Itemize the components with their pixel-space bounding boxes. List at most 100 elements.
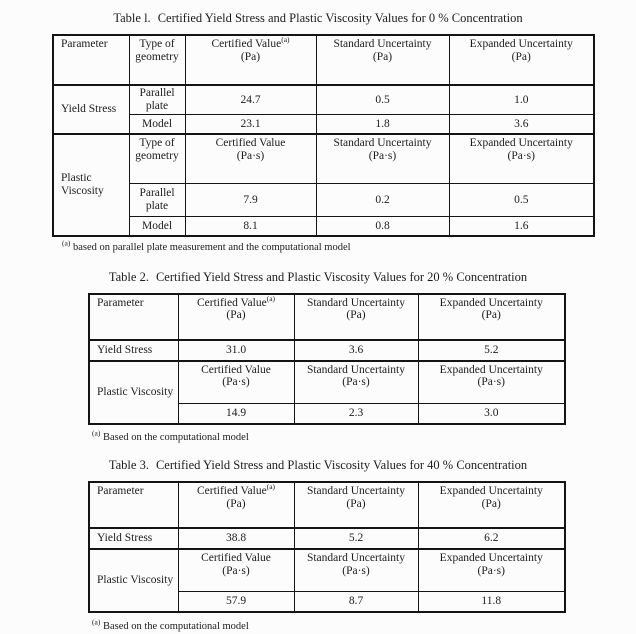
table1-pv-model-geometry: Model xyxy=(128,216,186,237)
table1-pv-header-expanded: Expanded Uncertainty (Pa·s) xyxy=(448,133,595,184)
table1-header-parameter: Parameter xyxy=(52,34,130,86)
table2-yield-standard: 3.6 xyxy=(293,339,419,362)
table2-pv-label: Plastic Viscosity xyxy=(88,359,179,425)
table1-header-certified: Certified Value(a) (Pa) xyxy=(184,34,317,86)
table1-pv-header-standard-unit: (Pa·s) xyxy=(368,149,397,162)
table3-pv-expanded: 11.8 xyxy=(417,591,566,613)
table3-header-certified-sup: (a) xyxy=(266,482,276,492)
table3-header-expanded-label: Expanded Uncertainty xyxy=(439,485,543,498)
table1-pv-header-expanded-unit: (Pa·s) xyxy=(507,149,535,162)
table3-pv-label: Plastic Viscosity xyxy=(88,548,179,613)
table3-title-text: Certified Yield Stress and Plastic Visco… xyxy=(155,458,528,473)
table1-header-expanded-unit: (Pa) xyxy=(511,50,531,63)
table1-header-row: Parameter Type of geometry Certified Val… xyxy=(52,34,595,86)
table1-pv-parallel-standard: 0.2 xyxy=(315,183,450,217)
table3: Parameter Certified Value (a) (Pa) Standar… xyxy=(88,481,566,614)
table1-pv-header-expanded-label: Expanded Uncertainty xyxy=(469,137,573,149)
table1-title-text: Certified Yield Stress and Plastic Visco… xyxy=(157,11,523,25)
table1-pv-header-geometry: Type of geometry xyxy=(128,133,186,184)
table3-header-standard: Standard Uncertainty (Pa) xyxy=(293,481,419,530)
table1-title: Table l. Certified Yield Stress and Plast… xyxy=(0,11,636,26)
table1-yield-model-row: Model 23.1 1.8 3.6 xyxy=(53,114,595,135)
table2-pv-header-certified-label: Certified Value xyxy=(201,363,271,376)
table3-footnote-marker: (a) xyxy=(92,617,101,627)
table2-header-standard: Standard Uncertainty (Pa) xyxy=(293,293,419,341)
table1-pv-model-expanded: 1.6 xyxy=(448,216,595,237)
table2-footnote-marker: (a) xyxy=(92,428,101,438)
table2-header-parameter: Parameter xyxy=(88,293,179,341)
table1-pv-model-row: Model 8.1 0.8 1.6 xyxy=(53,216,595,237)
table1-footnote-marker: (a) xyxy=(62,238,71,248)
table3-pv-header-expanded-label: Expanded Uncertainty xyxy=(439,552,543,565)
table1-header-geometry: Type of geometry xyxy=(128,34,186,86)
table3-header-parameter: Parameter xyxy=(88,481,179,530)
table1-pv-parallel-geometry: Parallel plate xyxy=(128,183,186,217)
table2-pv-row: 14.9 2.3 3.0 xyxy=(89,402,566,425)
table3-pv-header-certified-label: Certified Value xyxy=(201,552,271,565)
table1-pv-label: Plastic Viscosity xyxy=(52,133,130,237)
table3-yield-row: Yield Stress 38.8 5.2 6.2 xyxy=(88,527,566,550)
table1-pv-model-standard: 0.8 xyxy=(315,216,450,237)
table2-header-certified: Certified Value(a) (Pa) xyxy=(177,293,295,341)
table1-header-certified-sup: (a) xyxy=(281,35,290,45)
table2-yield-label: Yield Stress xyxy=(88,339,179,362)
table1-yield-parallel-certified: 24.7 xyxy=(184,84,317,115)
table3-footnote-text: Based on the computational model xyxy=(102,621,249,633)
table2-footnote-text: Based on the computational model xyxy=(102,431,249,443)
table3-pv-header-certified-unit: (Pa·s) xyxy=(222,565,250,578)
table1: Parameter Type of geometry Certified Val… xyxy=(52,34,595,237)
table3-header-standard-unit: (Pa) xyxy=(346,498,366,511)
table2-header-certified-sup: (a) xyxy=(266,293,276,303)
table1-header-standard-unit: (Pa) xyxy=(372,50,393,63)
table1-header-standard-label: Standard Uncertainty xyxy=(333,38,432,50)
table2-pv-header-expanded: Expanded Uncertainty (Pa·s) xyxy=(417,359,566,404)
table2-pv-header-certified: Certified Value (Pa·s) xyxy=(177,359,295,404)
table3-yield-standard: 5.2 xyxy=(293,527,419,550)
table2-yield-row: Yield Stress 31.0 3.6 5.2 xyxy=(88,339,566,362)
table2-pv-standard: 2.3 xyxy=(293,402,419,425)
table2-pv-header-standard-unit: (Pa·s) xyxy=(342,376,370,389)
table1-header-standard: Standard Uncertainty (Pa) xyxy=(315,34,450,86)
table2-header-expanded: Expanded Uncertainty (Pa) xyxy=(417,293,566,341)
table1-title-label: Table l. xyxy=(113,11,151,25)
table1-pv-model-certified: 8.1 xyxy=(184,216,317,237)
table2-title-label: Table 2. xyxy=(108,269,149,284)
table1-yield-parallel-geometry: Parallel plate xyxy=(128,84,186,115)
table2-pv-header-standard: Standard Uncertainty (Pa·s) xyxy=(293,359,419,404)
table1-yield-model-certified: 23.1 xyxy=(184,114,317,135)
table2-header-expanded-unit: (Pa) xyxy=(481,309,501,322)
table1-pv-parallel-row: Parallel plate 7.9 0.2 0.5 xyxy=(53,183,595,217)
table1-header-certified-label: Certified Value xyxy=(211,38,282,50)
table3-header-certified: Certified Value(a) (Pa) xyxy=(177,481,295,530)
table1-yield-parallel-row: Yield Stress Parallel plate 24.7 0.5 1.0 xyxy=(52,84,595,135)
table2-header-row: Parameter Certified Value(a) (Pa) Standar… xyxy=(88,293,566,341)
table1-pv-parallel-certified: 7.9 xyxy=(184,183,317,217)
table3-pv-header-standard-unit: (Pa·s) xyxy=(342,565,370,578)
table2-title: Table 2. Certified Yield Stress and Plast… xyxy=(0,270,636,285)
table2-pv-expanded: 3.0 xyxy=(417,402,566,425)
table1-pv-header-certified-label: Certified Value xyxy=(215,137,286,149)
table3-title-label: Table 3. xyxy=(108,458,149,473)
table1-pv-header-certified: Certified Value (Pa·s) xyxy=(184,133,317,184)
table2-yield-certified: 31.0 xyxy=(177,339,295,362)
table1-pv-header-standard: Standard Uncertainty (Pa·s) xyxy=(315,133,450,184)
table2-header-expanded-label: Expanded Uncertainty xyxy=(439,296,543,309)
table3-header-certified-unit: (Pa) xyxy=(226,498,246,511)
table1-footnote-text: based on parallel plate measurement and … xyxy=(72,242,351,253)
table1-yield-parallel-expanded: 1.0 xyxy=(448,84,595,115)
table3-pv-standard: 8.7 xyxy=(293,591,419,613)
table1-yield-model-standard: 1.8 xyxy=(315,114,450,135)
table3-yield-label: Yield Stress xyxy=(88,527,179,550)
table2-header-standard-label: Standard Uncertainty xyxy=(306,296,406,309)
table2-pv-header-certified-unit: (Pa·s) xyxy=(222,376,250,389)
table1-yield-model-expanded: 3.6 xyxy=(448,114,595,135)
table3-pv-certified: 57.9 xyxy=(177,591,295,613)
table1-header-certified-unit: (Pa) xyxy=(240,50,261,63)
table2-pv-header-row: Plastic Viscosity Certified Value (Pa·s) … xyxy=(88,359,566,425)
table3-pv-header-standard-label: Standard Uncertainty xyxy=(306,552,406,565)
table2-header-standard-unit: (Pa) xyxy=(346,309,366,322)
table1-footnote: (a) based on parallel plate measurement … xyxy=(62,238,636,255)
table1-pv-header-standard-label: Standard Uncertainty xyxy=(333,137,432,149)
table3-pv-header-expanded-unit: (Pa·s) xyxy=(477,565,505,578)
